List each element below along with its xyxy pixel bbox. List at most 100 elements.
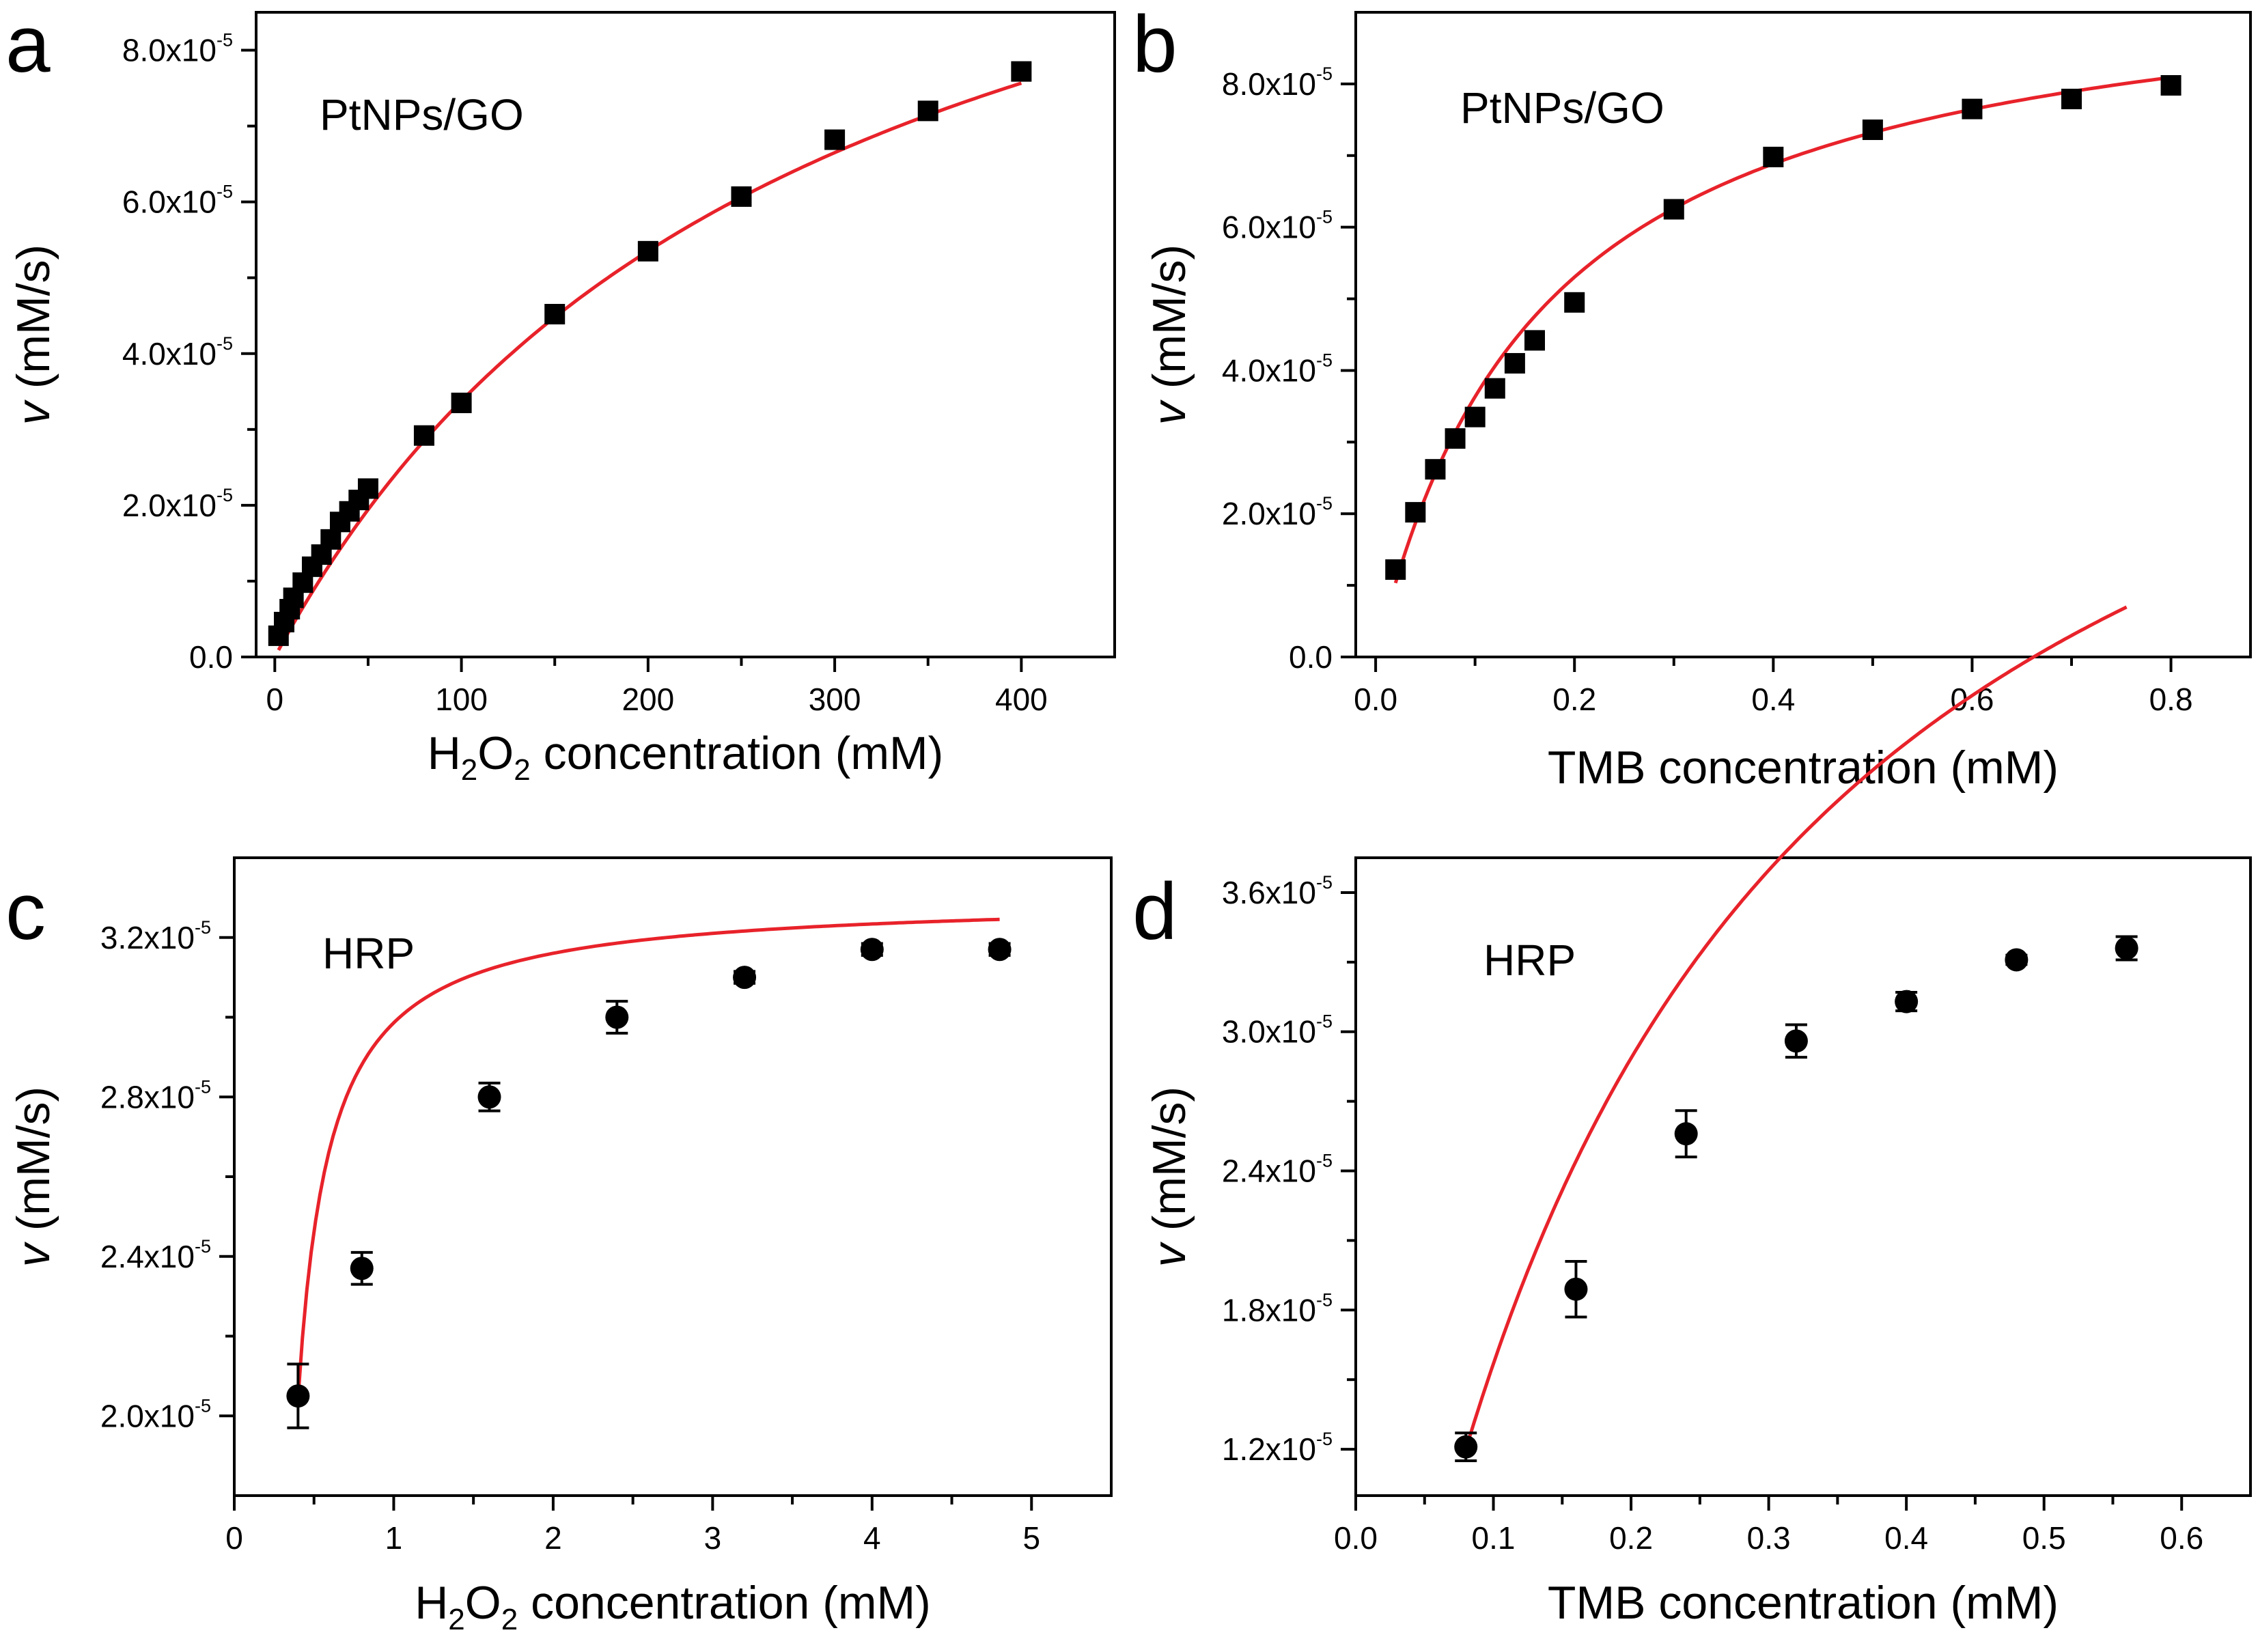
data-point — [1674, 1122, 1698, 1146]
x-axis-title: TMB concentration (mM) — [1548, 742, 2059, 794]
x-tick-label: 3 — [704, 1520, 722, 1556]
data-point — [1564, 292, 1585, 313]
data-point — [860, 938, 884, 962]
data-point — [1011, 61, 1032, 82]
x-tick-label: 200 — [622, 682, 674, 717]
y-tick-label: 6.0x10-5 — [122, 182, 233, 220]
data-point — [1464, 406, 1486, 428]
y-axis-title: v (mM/s) — [8, 244, 59, 425]
data-point — [544, 304, 566, 325]
fit-curve — [1464, 605, 2128, 1450]
x-tick-label: 0.5 — [2022, 1520, 2066, 1556]
x-tick-label: 0.0 — [1354, 682, 1397, 717]
y-tick-label: 1.8x10-5 — [1222, 1289, 1333, 1328]
y-tick-label: 1.2x10-5 — [1222, 1429, 1333, 1467]
chart-panel-c: 0 1 2 3 4 5 2.0x10-5 2.4x10-5 2.8x10-5 3.2x10-5 c H… — [5, 856, 1113, 1636]
y-tick-label: 8.0x10-5 — [1222, 64, 1333, 102]
fit-curve — [296, 917, 1000, 1399]
x-tick-label: 5 — [1022, 1520, 1040, 1556]
x-tick-label: 0.4 — [1884, 1520, 1928, 1556]
data-point — [1484, 378, 1505, 399]
data-point — [1763, 146, 1784, 167]
data-point — [1862, 120, 1883, 141]
data-point — [451, 392, 472, 413]
plot-frame — [1354, 11, 2252, 658]
x-tick-label: 0.2 — [1552, 682, 1596, 717]
fit-curve — [277, 81, 1022, 652]
x-tick-label: 0.1 — [1472, 1520, 1516, 1556]
data-point — [357, 478, 378, 499]
y-tick-label: 3.2x10-5 — [100, 917, 211, 955]
data-point — [286, 1384, 310, 1408]
data-point — [1524, 330, 1545, 351]
data-point — [2160, 74, 2182, 96]
plot-frame — [255, 11, 1116, 658]
x-axis-title: TMB concentration (mM) — [1548, 1577, 2059, 1629]
y-axis-title: v (mM/s) — [1143, 244, 1195, 425]
panel-letter: a — [5, 0, 51, 89]
x-tick-label: 0.3 — [1747, 1520, 1791, 1556]
x-tick-label: 0.0 — [1334, 1520, 1378, 1556]
data-point — [637, 240, 658, 262]
series-annotation: PtNPs/GO — [320, 90, 524, 139]
data-point — [1454, 1435, 1478, 1459]
y-tick-label: 0.0 — [1289, 639, 1333, 675]
data-point — [320, 529, 342, 550]
x-tick-label: 400 — [995, 682, 1048, 717]
series-annotation: HRP — [322, 929, 415, 978]
y-tick-label: 2.0x10-5 — [100, 1395, 211, 1433]
series-annotation: HRP — [1483, 936, 1576, 985]
plot-frame — [1354, 856, 2252, 1497]
y-tick-label: 2.4x10-5 — [1222, 1151, 1333, 1189]
x-tick-label: 0.4 — [1751, 682, 1795, 717]
series-annotation: PtNPs/GO — [1460, 83, 1664, 132]
data-point — [1962, 98, 1983, 120]
x-tick-label: 100 — [435, 682, 488, 717]
data-point — [731, 186, 752, 207]
panel-letter: c — [5, 867, 46, 957]
y-tick-label: 0.0 — [189, 639, 233, 675]
data-point — [1445, 428, 1466, 449]
y-tick-label: 4.0x10-5 — [1222, 350, 1333, 388]
x-tick-label: 300 — [809, 682, 861, 717]
y-tick-label: 3.6x10-5 — [1222, 872, 1333, 910]
x-tick-label: 1 — [385, 1520, 403, 1556]
x-tick-label: 4 — [863, 1520, 881, 1556]
data-point — [1784, 1029, 1808, 1053]
chart-panel-a: 0 100 200 300 400 0.0 2.0x10-5 4.0x10-5 6.0x10-5… — [5, 0, 1116, 787]
x-axis-title: H2O2 concentration (mM) — [415, 1577, 931, 1636]
x-axis-title: H2O2 concentration (mM) — [428, 727, 944, 787]
x-tick-label: 0.6 — [2160, 1520, 2203, 1556]
data-point — [2005, 948, 2029, 972]
x-tick-label: 0.8 — [2149, 682, 2193, 717]
y-tick-label: 6.0x10-5 — [1222, 207, 1333, 245]
x-tick-label: 0 — [266, 682, 284, 717]
data-point — [350, 1257, 374, 1280]
y-tick-label: 3.0x10-5 — [1222, 1011, 1333, 1050]
x-tick-label: 0 — [225, 1520, 243, 1556]
data-point — [2061, 88, 2082, 109]
data-point — [413, 425, 434, 446]
y-tick-label: 4.0x10-5 — [122, 333, 233, 372]
data-point — [1405, 502, 1426, 523]
y-tick-label: 2.8x10-5 — [100, 1076, 211, 1115]
data-point — [733, 966, 757, 990]
panel-letter: b — [1132, 0, 1177, 89]
data-point — [2115, 936, 2138, 960]
data-point — [988, 938, 1012, 962]
y-tick-label: 8.0x10-5 — [122, 30, 233, 68]
y-tick-label: 2.0x10-5 — [122, 485, 233, 523]
data-point — [917, 100, 938, 122]
panel-letter: d — [1132, 867, 1177, 957]
data-point — [1385, 559, 1406, 580]
data-point — [1663, 199, 1684, 220]
data-point — [1564, 1277, 1588, 1301]
y-tick-label: 2.0x10-5 — [1222, 493, 1333, 531]
y-tick-label: 2.4x10-5 — [100, 1236, 211, 1274]
y-axis-title: v (mM/s) — [8, 1087, 59, 1267]
y-axis-title: v (mM/s) — [1143, 1087, 1195, 1267]
data-point — [1425, 459, 1446, 480]
data-point — [824, 129, 846, 150]
x-tick-label: 2 — [544, 1520, 562, 1556]
